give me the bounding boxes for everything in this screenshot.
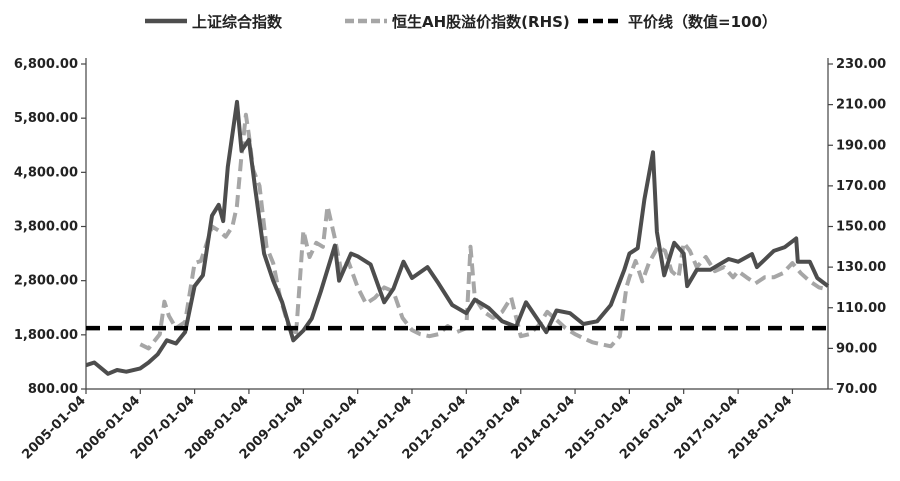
legend-label-2: 平价线（数值=100） xyxy=(628,13,777,31)
legend-label-0: 上证综合指数 xyxy=(192,13,283,31)
left-tick-label: 1,800.00 xyxy=(14,328,78,343)
legend-label-1: 恒生AH股溢价指数(RHS) xyxy=(392,13,570,31)
plot-area xyxy=(85,99,830,376)
left-tick-label: 4,800.00 xyxy=(14,165,78,180)
legend: 上证综合指数 恒生AH股溢价指数(RHS) 平价线（数值=100） xyxy=(145,13,777,31)
right-tick-label: 210.00 xyxy=(836,98,886,113)
left-tick-label: 6,800.00 xyxy=(14,57,78,72)
right-tick-label: 150.00 xyxy=(836,220,886,235)
right-tick-label: 170.00 xyxy=(836,179,886,194)
right-tick-label: 230.00 xyxy=(836,57,886,72)
left-tick-label: 5,800.00 xyxy=(14,111,78,126)
left-tick-label: 800.00 xyxy=(28,382,78,397)
left-tick-label: 2,800.00 xyxy=(14,274,78,289)
series-line-0 xyxy=(85,99,830,376)
right-tick-label: 110.00 xyxy=(836,301,886,316)
right-tick-label: 190.00 xyxy=(836,138,886,153)
right-tick-label: 90.00 xyxy=(836,341,877,356)
left-tick-label: 3,800.00 xyxy=(14,220,78,235)
right-tick-label: 70.00 xyxy=(836,382,877,397)
right-tick-label: 130.00 xyxy=(836,260,886,275)
